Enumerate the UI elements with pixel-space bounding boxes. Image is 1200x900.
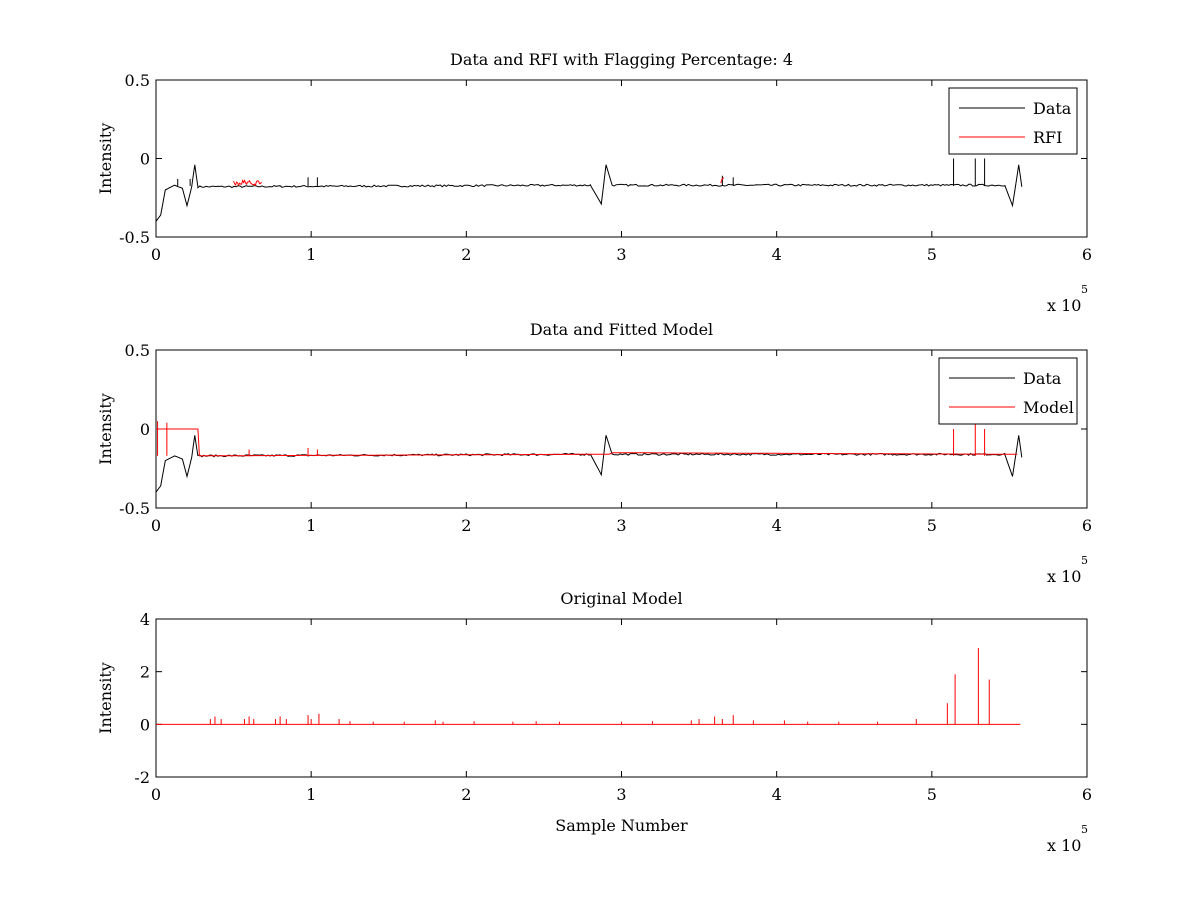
plot-area — [155, 618, 1088, 778]
chart-title: Data and Fitted Model — [530, 320, 713, 339]
y-tick-label: 0 — [140, 150, 150, 169]
plot-area — [155, 349, 1088, 509]
x-tick-label: 5 — [927, 245, 937, 264]
rfi-segment — [720, 177, 725, 184]
x-tick-label: 6 — [1082, 785, 1092, 804]
y-tick-label: 0 — [140, 420, 150, 439]
x-multiplier-label: x 10 — [1047, 836, 1081, 855]
series-line-data — [156, 164, 1023, 222]
x-multiplier-exponent: 5 — [1081, 554, 1088, 567]
x-tick-label: 2 — [461, 516, 471, 535]
legend-box — [938, 357, 1078, 425]
x-tick-label: 1 — [306, 245, 316, 264]
x-multiplier-label: x 10 — [1047, 567, 1081, 586]
y-axis-label: Intensity — [96, 662, 115, 734]
chart-title: Data and RFI with Flagging Percentage: 4 — [450, 50, 793, 69]
legend-label: Data — [1023, 369, 1062, 388]
x-tick-label: 1 — [306, 516, 316, 535]
y-tick-label: -2 — [134, 768, 150, 787]
plot-layer — [156, 647, 1021, 725]
y-tick-label: -0.5 — [119, 499, 150, 518]
plot-layer — [156, 158, 1023, 222]
x-multiplier-exponent: 5 — [1081, 823, 1088, 836]
series-line-model — [156, 428, 1018, 457]
legend-box — [948, 87, 1078, 155]
plot-layer — [156, 397, 1023, 493]
x-axis-label: Sample Number — [555, 816, 688, 835]
y-tick-label: 0.5 — [125, 71, 150, 90]
x-tick-label: 0 — [151, 785, 161, 804]
x-tick-label: 6 — [1082, 245, 1092, 264]
x-tick-label: 0 — [151, 245, 161, 264]
y-tick-label: 0.5 — [125, 341, 150, 360]
x-tick-label: 3 — [616, 785, 626, 804]
y-tick-label: 4 — [140, 610, 150, 629]
x-multiplier-label: x 10 — [1047, 296, 1081, 315]
y-axis-label: Intensity — [96, 393, 115, 465]
x-tick-label: 4 — [772, 785, 782, 804]
x-tick-label: 3 — [616, 245, 626, 264]
x-tick-label: 4 — [772, 516, 782, 535]
y-axis-label: Intensity — [96, 123, 115, 195]
legend-label: Model — [1023, 398, 1074, 417]
legend-label: Data — [1033, 99, 1072, 118]
x-tick-label: 5 — [927, 785, 937, 804]
y-tick-label: 2 — [140, 663, 150, 682]
x-tick-label: 5 — [927, 516, 937, 535]
x-tick-label: 0 — [151, 516, 161, 535]
plot-area — [155, 79, 1088, 238]
x-tick-label: 2 — [461, 785, 471, 804]
x-multiplier-exponent: 5 — [1081, 283, 1088, 296]
x-tick-label: 1 — [306, 785, 316, 804]
x-tick-label: 3 — [616, 516, 626, 535]
rfi-segment — [233, 179, 262, 187]
y-tick-label: 0 — [140, 715, 150, 734]
x-tick-label: 4 — [772, 245, 782, 264]
chart-title: Original Model — [560, 589, 682, 608]
y-tick-label: -0.5 — [119, 228, 150, 247]
x-tick-label: 2 — [461, 245, 471, 264]
legend-label: RFI — [1033, 128, 1062, 147]
x-tick-label: 6 — [1082, 516, 1092, 535]
